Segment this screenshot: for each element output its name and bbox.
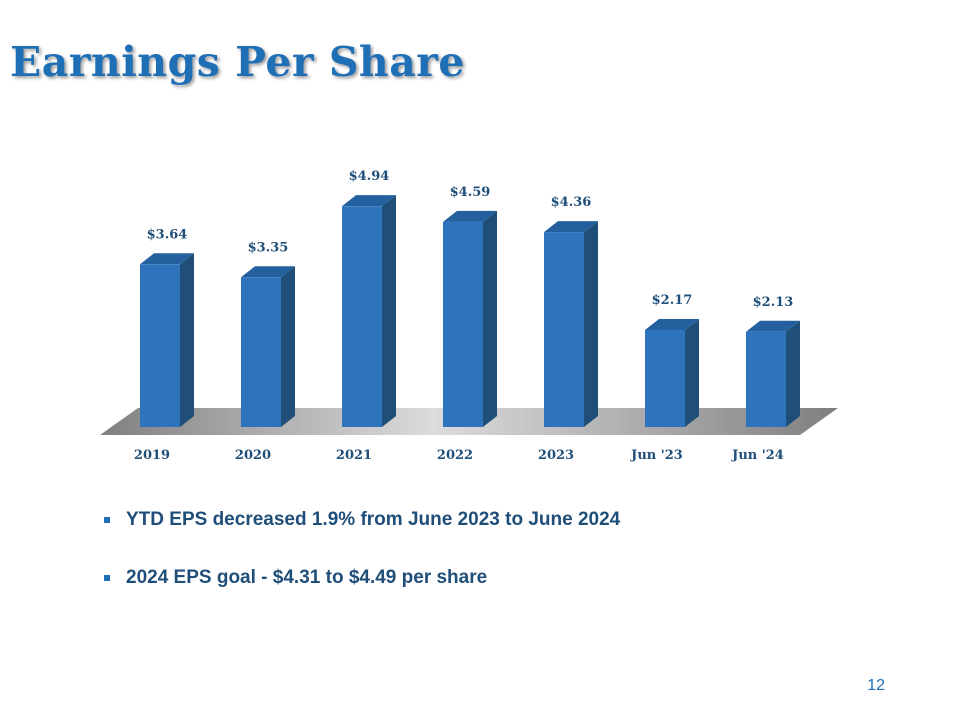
bar-group: $3.64 2019 <box>134 227 194 463</box>
bar-group: $2.13 Jun '24 <box>731 295 800 463</box>
bar <box>342 206 382 427</box>
bullet-item: 2024 EPS goal - $4.31 to $4.49 per share <box>104 564 620 591</box>
bar-side <box>382 195 396 427</box>
bar <box>140 264 180 427</box>
bar <box>746 331 786 427</box>
page-title: Earnings Per Share <box>10 38 465 86</box>
x-tick-label: 2020 <box>235 448 271 463</box>
bar-side <box>180 253 194 427</box>
bar-top <box>645 319 699 331</box>
data-label: $3.64 <box>147 227 188 242</box>
bar-group: $4.94 2021 <box>336 169 396 463</box>
bullet-text: YTD EPS decreased 1.9% from June 2023 to… <box>126 509 621 530</box>
x-tick-label: 2019 <box>134 448 170 463</box>
bar <box>241 277 281 427</box>
bar-group: $2.17 Jun '23 <box>630 293 699 463</box>
x-tick-label: 2022 <box>437 448 473 463</box>
bullet-text: 2024 EPS goal - $4.31 to $4.49 per share <box>126 567 488 588</box>
x-tick-label: Jun '24 <box>731 448 784 463</box>
bar-side <box>584 221 598 427</box>
eps-bar-chart: $3.64 2019 $3.35 2020 $4.94 2021 $4.59 2022 $4.3… <box>100 169 838 463</box>
square-bullet-icon <box>104 575 110 581</box>
bar-group: $4.36 2023 <box>538 195 598 463</box>
bar <box>443 221 483 427</box>
data-label: $4.36 <box>551 195 592 210</box>
data-label: $2.17 <box>652 293 693 308</box>
bar-top <box>443 210 497 222</box>
bar-top <box>342 195 396 207</box>
data-label: $2.13 <box>753 295 794 310</box>
bar <box>645 330 685 427</box>
bar-group: $4.59 2022 <box>437 185 497 463</box>
square-bullet-icon <box>104 517 110 523</box>
data-label: $3.35 <box>248 240 289 255</box>
bar-top <box>140 253 194 265</box>
bar-side <box>685 319 699 427</box>
bars-layer: $3.64 2019 $3.35 2020 $4.94 2021 $4.59 2022 $4.3… <box>134 169 800 463</box>
bullet-list: YTD EPS decreased 1.9% from June 2023 to… <box>104 506 620 622</box>
x-tick-label: Jun '23 <box>630 448 683 463</box>
bar-side <box>786 320 800 427</box>
bullet-item: YTD EPS decreased 1.9% from June 2023 to… <box>104 506 620 533</box>
bar-side <box>281 266 295 427</box>
bar-top <box>241 266 295 278</box>
bar-group: $3.35 2020 <box>235 240 295 463</box>
bar <box>544 232 584 427</box>
x-tick-label: 2023 <box>538 448 574 463</box>
bar-side <box>483 210 497 427</box>
bar-top <box>746 320 800 332</box>
data-label: $4.59 <box>450 185 491 200</box>
bar-top <box>544 221 598 233</box>
x-tick-label: 2021 <box>336 448 372 463</box>
page-number: 12 <box>867 677 885 694</box>
data-label: $4.94 <box>349 169 390 184</box>
